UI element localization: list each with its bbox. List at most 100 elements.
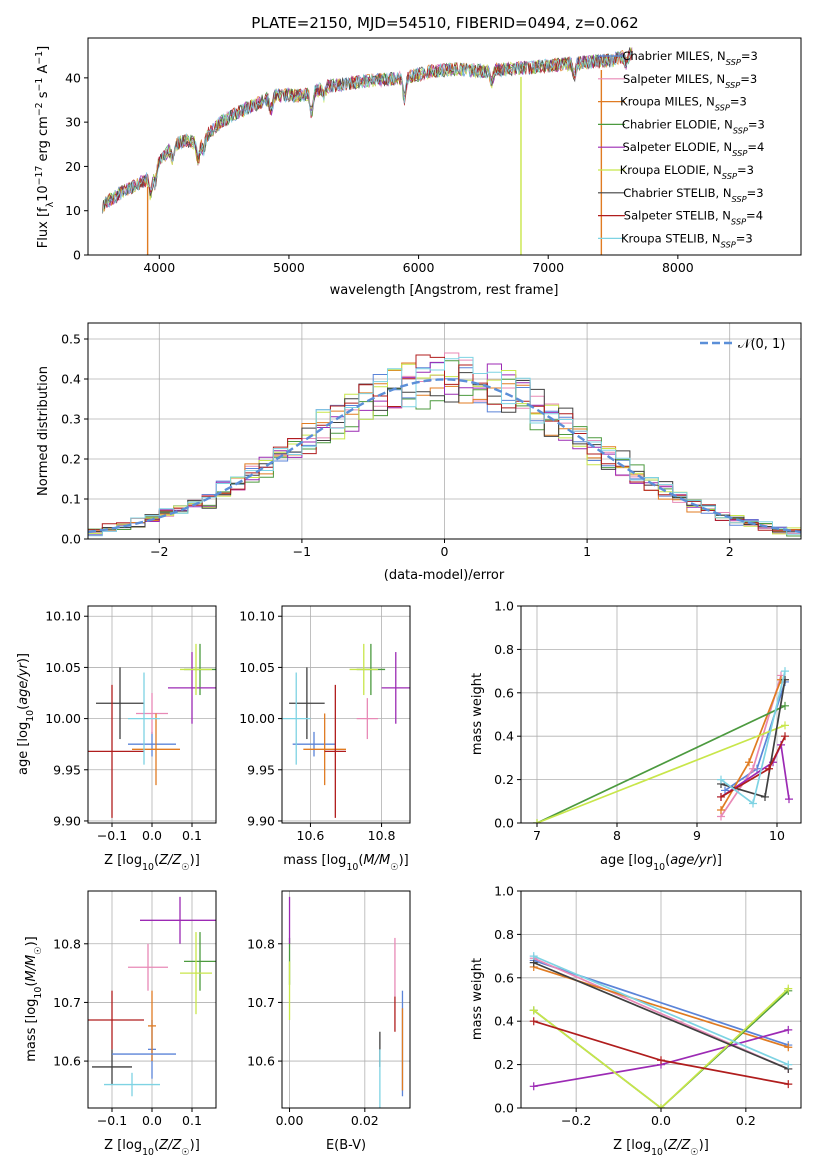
label-part: age/yr [16, 661, 31, 704]
label-part: −1 [34, 78, 45, 92]
plot-area [282, 891, 410, 1108]
series-marker [721, 786, 729, 795]
series-marker [784, 1043, 793, 1052]
panel-age_vs_mass: 10.6 10.8 9.90 9.95 10.00 10.05 10.10 mass [log… [239, 605, 411, 873]
y-tick-label: 10.6 [247, 1054, 275, 1069]
x-tick-label: −0.1 [97, 1113, 127, 1128]
plot-area [88, 323, 801, 539]
axes-frame [520, 605, 802, 824]
y-axis-label: mass weight [470, 673, 485, 755]
y-axis-label: mass weight [470, 958, 485, 1040]
y-tick-label: 0.3 [61, 412, 81, 427]
y-tick-label: 40 [65, 70, 81, 85]
label-part: mass [log [283, 853, 346, 868]
series-line [533, 721, 789, 823]
label-part: =3 [741, 49, 758, 63]
y-axis-label: age [log10(age/yr)] [16, 653, 36, 775]
errorbar-point [88, 684, 144, 818]
y-tick-label: 0.2 [494, 772, 514, 787]
label-part: 10 [25, 710, 36, 722]
y-tick-label: 0.4 [494, 729, 514, 744]
plot-area [521, 891, 801, 1108]
label-part: Kroupa ELODIE, N [620, 163, 722, 177]
plot-area [282, 606, 410, 823]
histogram-steps [88, 372, 801, 533]
normal-curve [88, 378, 801, 534]
series-path [533, 961, 789, 1070]
label-part: ( [665, 853, 670, 868]
series-marker [529, 952, 538, 961]
x-tick-label: 6000 [403, 260, 435, 275]
errorbar-point [88, 990, 144, 1050]
y-axis-label: Normed distribution [36, 366, 51, 496]
spectrum-line [101, 48, 633, 214]
errorbar-point [324, 684, 346, 818]
y-tick-label: 9.90 [247, 813, 275, 828]
figure-title: PLATE=2150, MJD=54510, FIBERID=0494, z=0… [251, 14, 638, 32]
x-tick-label: 0.1 [182, 1113, 202, 1128]
x-tick-label: 10 [769, 828, 785, 843]
label-part: age/yr [670, 853, 713, 868]
series-marker [784, 1060, 793, 1069]
errorbar-point [132, 713, 180, 786]
x-tick-label: 0.0 [142, 1113, 162, 1128]
errorbar-point [303, 713, 346, 786]
label-part: −17 [34, 166, 45, 186]
label-part: )] [712, 853, 722, 868]
label-part: SSP [733, 125, 748, 135]
label-part: 10 [653, 862, 665, 873]
y-tick-label: 10.00 [239, 711, 275, 726]
errorbar-point [104, 1072, 160, 1097]
axes-frame [87, 37, 802, 256]
errorbar-point [148, 990, 156, 1062]
label-part: Kroupa STELIB, N [621, 231, 721, 245]
series-marker [784, 1080, 793, 1089]
label-part: SSP [731, 194, 746, 204]
y-tick-label: 10.05 [239, 660, 275, 675]
label-part: Z/Z [158, 853, 182, 868]
label-part: SSP [725, 80, 740, 90]
axes-frame [87, 322, 802, 540]
series-marker [657, 1104, 665, 1108]
y-tick-label: 0.4 [61, 372, 81, 387]
x-tick-label: 7000 [532, 260, 564, 275]
legend-label: Kroupa ELODIE, NSSP=3 [620, 163, 754, 181]
label-part: SSP [722, 171, 737, 181]
x-axis-label: age [log10(age/yr)] [600, 853, 722, 873]
label-part: age [log [600, 853, 653, 868]
legend-label: Kroupa MILES, NSSP=3 [620, 95, 747, 113]
series-marker [781, 732, 789, 741]
x-tick-label: 5000 [273, 260, 305, 275]
panel-mass_vs_Z: −0.1 0.0 0.110.610.710.8Z [log10(Z/Z☉)]mas… [24, 890, 217, 1158]
axes-frame [281, 890, 411, 1109]
panel-residuals: −2 −1 0 1 2 0.0 0.1 0.2 0.3 0.4 0.5 (data-model)/er… [36, 322, 802, 583]
errorbar-point [136, 693, 168, 734]
label-part: Z [log [104, 853, 142, 868]
y-tick-label: 0.6 [494, 685, 514, 700]
label-part: Salpeter MILES, N [623, 72, 725, 86]
y-tick-label: 9.95 [53, 762, 81, 777]
errorbar-point [184, 932, 216, 991]
label-part: =4 [746, 209, 763, 223]
label-part: 10 [142, 1147, 154, 1158]
errorbar-point [128, 943, 168, 991]
legend-label: 𝒩(0, 1) [738, 337, 785, 352]
x-tick-label: 8 [613, 828, 621, 843]
y-tick-label: 10.8 [53, 936, 81, 951]
series-marker [781, 667, 789, 676]
x-tick-label: 2 [726, 544, 734, 559]
label-part: SSP [721, 239, 736, 249]
x-tick-label: 10.8 [368, 828, 396, 843]
series-path [536, 724, 786, 823]
label-part: 10 [651, 1147, 663, 1158]
series-line [529, 952, 793, 1069]
series-path [536, 705, 786, 823]
label-part: Z [log [613, 1138, 651, 1153]
legend-label: Chabrier STELIB, NSSP=3 [623, 186, 763, 204]
y-tick-label: 0 [73, 248, 81, 263]
label-part: ☉ [33, 946, 44, 954]
label-part: =3 [740, 72, 757, 86]
x-tick-label: 0.00 [276, 1113, 304, 1128]
x-tick-label: −2 [150, 544, 168, 559]
errorbar-point [356, 698, 378, 740]
